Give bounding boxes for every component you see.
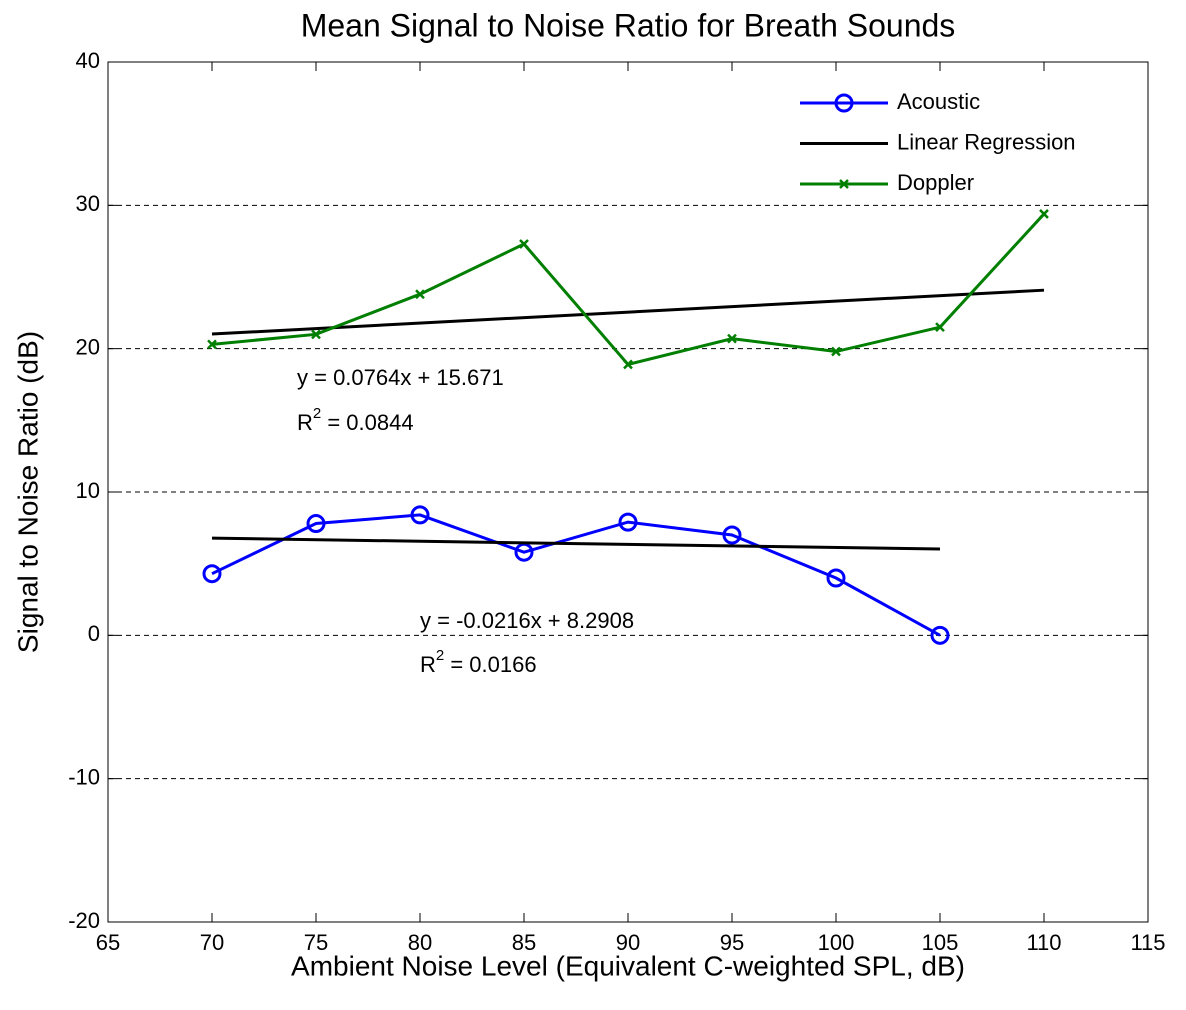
point	[930, 625, 950, 645]
annotation-base: R	[297, 410, 313, 435]
annotation: y = -0.0216x + 8.2908	[420, 608, 634, 633]
y-tick-label: 20	[76, 334, 100, 359]
x-tick-label: 115	[1130, 930, 1165, 955]
x-tick-label: 95	[720, 930, 744, 955]
point	[935, 322, 945, 333]
chart-title: Mean Signal to Noise Ratio for Breath So…	[301, 7, 956, 43]
x-tick-label: 110	[1026, 930, 1061, 955]
y-tick-label: 30	[76, 191, 100, 216]
point	[618, 512, 638, 532]
point	[519, 239, 529, 249]
legend-label: Linear Regression	[897, 129, 1076, 154]
legend-label: Acoustic	[897, 89, 980, 114]
x-tick-label: 75	[304, 930, 328, 955]
x-tick-label: 85	[512, 930, 536, 955]
point	[727, 333, 737, 344]
point	[207, 339, 217, 350]
x-tick-label: 70	[200, 930, 224, 955]
series-line	[211, 288, 1045, 336]
annotation-sup: 2	[436, 647, 444, 664]
annotation: y = 0.0764x + 15.671	[297, 365, 504, 390]
x-tick-label: 65	[96, 930, 120, 955]
y-axis-label: Signal to Noise Ratio (dB)	[12, 331, 43, 653]
point	[415, 289, 425, 300]
annotation-text: = 0.0166	[444, 652, 536, 677]
y-tick-label: 10	[76, 478, 100, 503]
x-axis-label: Ambient Noise Level (Equivalent C-weight…	[291, 950, 965, 981]
point	[306, 514, 326, 534]
annotation: R2 = 0.0844	[297, 405, 414, 435]
series-line	[211, 536, 941, 551]
annotation-text: = 0.0844	[321, 410, 413, 435]
series-line	[211, 513, 941, 637]
x-tick-label: 100	[818, 930, 855, 955]
point	[623, 359, 633, 370]
point	[831, 346, 841, 357]
annotation-base: R	[420, 652, 436, 677]
legend-marker	[834, 93, 854, 113]
plot-frame	[107, 61, 1149, 923]
y-tick-label: 40	[76, 48, 100, 73]
legend-label: Doppler	[897, 170, 974, 195]
x-tick-label: 90	[616, 930, 640, 955]
point	[202, 564, 222, 584]
point	[1039, 209, 1049, 219]
annotation-text: y = 0.0764x + 15.671	[297, 365, 504, 390]
annotation-sup: 2	[313, 405, 321, 422]
y-tick-label: 0	[88, 621, 100, 646]
point	[410, 505, 430, 525]
annotation-text: y = -0.0216x + 8.2908	[420, 608, 634, 633]
point	[311, 329, 321, 340]
y-tick-label: -20	[68, 908, 100, 933]
x-tick-label: 80	[408, 930, 432, 955]
annotation: R2 = 0.0166	[420, 647, 537, 677]
legend-marker	[839, 179, 849, 189]
y-tick-label: -10	[68, 764, 100, 789]
x-tick-label: 105	[922, 930, 959, 955]
point	[826, 568, 846, 588]
point	[722, 525, 742, 545]
